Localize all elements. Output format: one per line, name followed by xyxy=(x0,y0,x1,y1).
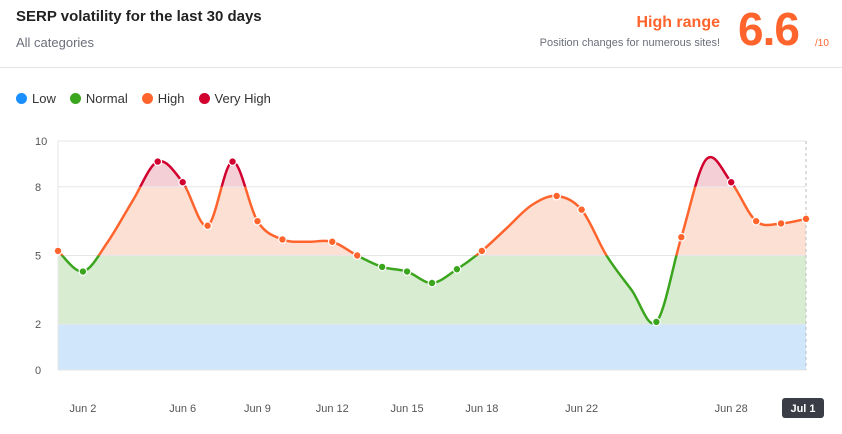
legend-label-high: High xyxy=(157,91,185,106)
x-tick-label: Jun 15 xyxy=(391,403,424,415)
band-very-high xyxy=(58,157,806,187)
legend-item-low[interactable]: Low xyxy=(16,91,56,106)
data-point xyxy=(203,221,213,231)
legend-dot-low xyxy=(16,93,27,104)
x-tick-label: Jun 22 xyxy=(565,403,598,415)
data-point xyxy=(452,264,462,274)
legend-item-very-high[interactable]: Very High xyxy=(198,91,271,106)
data-point xyxy=(53,246,63,256)
range-description: Position changes for numerous sites! xyxy=(539,37,720,49)
x-tick-label: Jun 28 xyxy=(715,403,748,415)
data-point xyxy=(427,278,437,288)
data-point xyxy=(751,216,761,226)
score-max: /10 xyxy=(815,38,829,49)
legend-dot-normal xyxy=(69,93,81,104)
legend-label-normal: Normal xyxy=(85,91,128,106)
legend-item-normal[interactable]: Normal xyxy=(69,91,128,106)
x-tick-label: Jun 2 xyxy=(69,403,96,415)
data-point xyxy=(228,157,237,167)
data-point xyxy=(726,177,736,187)
y-tick-label: 5 xyxy=(35,251,41,263)
band-normal xyxy=(58,255,806,325)
band-low xyxy=(58,324,806,370)
band-high xyxy=(58,186,806,256)
legend-item-high[interactable]: High xyxy=(141,91,185,106)
data-point xyxy=(153,157,163,167)
x-tick-label: Jul 1 xyxy=(790,403,815,415)
y-tick-label: 8 xyxy=(35,182,41,194)
y-tick-label: 10 xyxy=(35,136,47,148)
data-point xyxy=(776,219,786,228)
x-tick-label: Jun 9 xyxy=(244,403,271,415)
range-label: High range xyxy=(636,14,720,31)
current-day-badge xyxy=(782,398,824,418)
data-point xyxy=(377,262,387,272)
legend-label-very-high: Very High xyxy=(214,91,271,106)
chart-legend: Low Normal High Very High xyxy=(16,91,271,106)
page-title: SERP volatility for the last 30 days xyxy=(16,8,262,25)
data-point xyxy=(178,177,188,187)
data-point xyxy=(278,235,287,244)
data-point xyxy=(477,246,487,256)
data-point xyxy=(253,216,262,226)
data-point xyxy=(402,267,412,276)
data-point xyxy=(352,251,362,260)
y-tick-label: 2 xyxy=(35,319,41,331)
data-point xyxy=(801,214,811,224)
x-tick-label: Jun 18 xyxy=(465,403,498,415)
legend-dot-high xyxy=(141,93,153,104)
data-point xyxy=(552,191,562,201)
legend-label-low: Low xyxy=(32,91,56,106)
volatility-score: 6.6 xyxy=(738,3,800,55)
data-point xyxy=(676,232,686,242)
data-point xyxy=(652,317,661,327)
data-point xyxy=(577,205,586,215)
header: SERP volatility for the last 30 days All… xyxy=(0,0,842,68)
x-tick-label: Jun 12 xyxy=(316,403,349,415)
y-tick-label: 0 xyxy=(35,365,41,377)
category-subtitle: All categories xyxy=(16,35,95,50)
data-point xyxy=(327,237,337,247)
legend-dot-very-high xyxy=(198,93,210,104)
x-tick-label: Jun 6 xyxy=(169,403,196,415)
data-point xyxy=(78,267,88,276)
